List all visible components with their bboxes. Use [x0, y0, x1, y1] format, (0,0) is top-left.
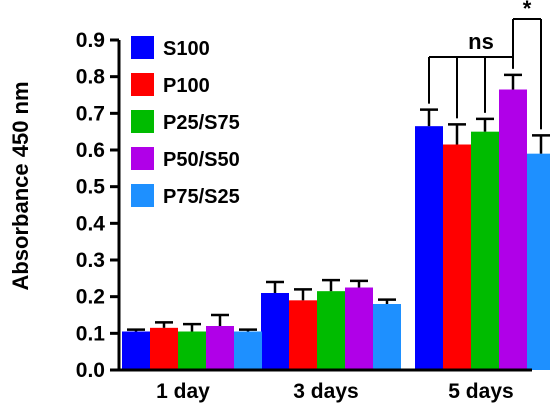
bar — [415, 126, 443, 371]
legend-label: P50/S50 — [163, 149, 240, 171]
legend-swatch — [131, 110, 154, 133]
y-tick-label: 0.1 — [76, 322, 106, 345]
bars — [122, 89, 550, 371]
x-tick-label: 5 days — [448, 380, 513, 403]
bar — [317, 291, 345, 370]
y-tick-label: 0.8 — [76, 66, 106, 89]
bar — [471, 131, 499, 370]
bar — [373, 304, 401, 370]
y-axis-label: Absorbance 450 nm — [8, 81, 33, 290]
legend-swatch — [131, 73, 154, 96]
legend-label: P100 — [163, 75, 210, 97]
legend: S100 P100 P25/S75 P50/S50 P75/S25 — [131, 36, 240, 208]
y-axis-ticks: 0.0 0.1 0.2 0.3 0.4 0.5 0.6 0.7 0.8 0.9 — [76, 29, 119, 382]
significance-brackets: ns * — [428, 0, 542, 130]
legend-swatch — [131, 147, 154, 170]
bar — [443, 144, 471, 370]
bar — [289, 300, 317, 370]
bar — [122, 331, 150, 370]
bar — [206, 326, 234, 370]
bar — [261, 293, 289, 370]
legend-swatch — [131, 36, 154, 59]
bar — [234, 331, 262, 370]
bar — [499, 89, 527, 370]
y-tick-label: 0.9 — [76, 29, 105, 52]
bar — [178, 331, 206, 370]
x-tick-label: 3 days — [293, 380, 358, 403]
y-tick-label: 0.0 — [76, 359, 105, 382]
x-axis-tick-labels: 1 day 3 days 5 days — [156, 380, 514, 403]
y-tick-label: 0.2 — [76, 286, 105, 309]
bar — [150, 327, 178, 370]
bar — [345, 287, 373, 370]
y-tick-label: 0.7 — [76, 102, 105, 125]
legend-label: P25/S75 — [163, 112, 240, 134]
error-bars — [127, 73, 550, 332]
axes — [117, 40, 532, 372]
ns-annotation: ns — [468, 29, 494, 54]
y-tick-label: 0.3 — [76, 249, 105, 272]
x-tick-label: 1 day — [156, 380, 210, 403]
y-tick-label: 0.5 — [76, 176, 106, 199]
y-tick-label: 0.6 — [76, 139, 105, 162]
bar — [527, 153, 550, 370]
legend-label: S100 — [163, 38, 210, 60]
legend-swatch — [131, 184, 154, 207]
y-tick-label: 0.4 — [76, 212, 106, 235]
significance-star: * — [523, 0, 532, 21]
legend-label: P75/S25 — [163, 186, 240, 208]
